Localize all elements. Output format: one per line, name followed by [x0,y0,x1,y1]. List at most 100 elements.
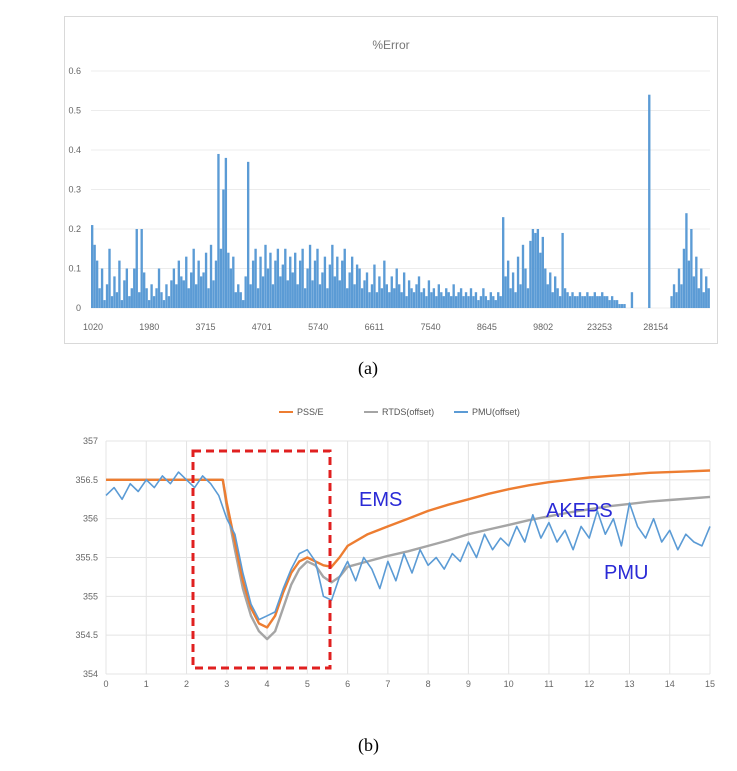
annotation-label: AKEPS [546,500,613,522]
highlight-box [191,449,332,670]
chart-a-bar [172,268,176,308]
chart-a-bar [229,268,233,308]
chart-a-bar [685,213,688,308]
chart-a-bar [261,276,265,308]
chart-a-bar [573,296,577,308]
chart-a-bar [549,272,552,308]
chart-a-bar [630,292,634,308]
chart-a-bar [350,256,354,308]
chart-a-bar [313,260,317,308]
chart-a-bar [298,260,302,308]
chart-a-bar [388,292,391,308]
chart-a-bar [286,280,289,308]
chart-a-bar [331,244,334,308]
chart-a-bar [187,288,190,308]
chart-a-bar [700,268,703,308]
chart-a-bar [516,256,520,308]
chart-a-bar [308,244,312,308]
chart-b-xtick: 5 [305,679,310,689]
chart-a-bar [620,304,624,308]
chart-a-bar [180,276,183,308]
chart-a-bar [462,296,465,308]
chart-a-bar [204,252,208,308]
chart-a-bar [402,272,406,308]
chart-a-bar [467,296,470,308]
chart-a-bar [519,284,522,308]
chart-a-bar [445,288,448,308]
chart-a-bar [276,248,280,308]
chart-panel-b: kV354354.5355355.5356356.535701234567891… [29,394,724,720]
chart-a-bar [155,288,158,308]
chart-a-bar [578,292,582,308]
chart-a-bar [554,276,557,308]
chart-a-ytick: 0.4 [68,145,81,155]
chart-a-bar [509,288,512,308]
chart-a-bar [167,296,171,308]
chart-a-bar [566,292,569,308]
chart-a-bar [246,161,250,308]
chart-a-bar [596,296,599,308]
chart-a-bar [615,300,619,308]
chart-a-bar [482,288,485,308]
chart-a-bar [249,284,252,308]
chart-a-bar [437,284,440,308]
chart-b-xtick: 3 [224,679,229,689]
chart-a-bar [464,292,468,308]
chart-a-title: %Error [372,38,409,52]
chart-a-bar [234,292,237,308]
chart-a-bar [160,292,163,308]
chart-a-bar [145,288,148,308]
chart-b-ytick: 357 [83,436,98,446]
chart-a-xtick: 7540 [421,322,441,332]
chart-b-xtick: 4 [265,679,270,689]
chart-a-bar [521,244,525,308]
chart-a-bar [353,284,356,308]
chart-a-bar [682,248,686,308]
chart-a-bar [415,284,418,308]
chart-a-bar [504,276,507,308]
chart-a-bar [333,276,337,308]
series-line-1 [106,478,711,641]
chart-a-bar [440,292,443,308]
chart-a-bar [190,272,193,308]
chart-a-bar [514,292,517,308]
chart-a-bar [484,296,488,308]
chart-a-bar [531,229,535,308]
chart-a-bar [370,284,374,308]
chart-a-bar [477,300,480,308]
chart-a-xtick: 8645 [477,322,497,332]
chart-a-bar [400,292,403,308]
chart-a-bar [472,296,475,308]
chart-a-bar [412,292,416,308]
chart-a-bar [232,256,235,308]
chart-a-bar [454,296,458,308]
chart-a-bar [135,229,138,308]
chart-a-bar [177,260,181,308]
chart-a-bar [227,252,230,308]
chart-a-bar [425,296,428,308]
chart-a-bar [558,296,562,308]
voltage-line-chart: kV354354.5355355.5356356.535701234567891… [29,407,715,689]
chart-a-ytick: 0.2 [68,224,81,234]
chart-a-bar [497,292,500,308]
chart-a-bar [303,288,307,308]
chart-a-bar [105,284,109,308]
legend-label: PMU(offset) [472,407,520,417]
chart-a-bar [479,296,483,308]
chart-a-bar [291,272,294,308]
chart-a-bar [435,296,438,308]
chart-a-bar [697,288,700,308]
chart-a-bar [432,288,436,308]
chart-a-bar [430,292,433,308]
chart-a-bar [529,240,532,308]
chart-a-bar [194,284,198,308]
chart-a-bar [499,296,502,308]
chart-a-bar [202,272,205,308]
chart-a-bar [551,292,554,308]
chart-a-bar [185,256,188,308]
chart-a-bar [583,296,587,308]
legend-label: PSS/E [297,407,324,417]
chart-a-bar [378,276,381,308]
chart-a-bar [115,292,119,308]
caption-b: (b) [358,735,379,755]
